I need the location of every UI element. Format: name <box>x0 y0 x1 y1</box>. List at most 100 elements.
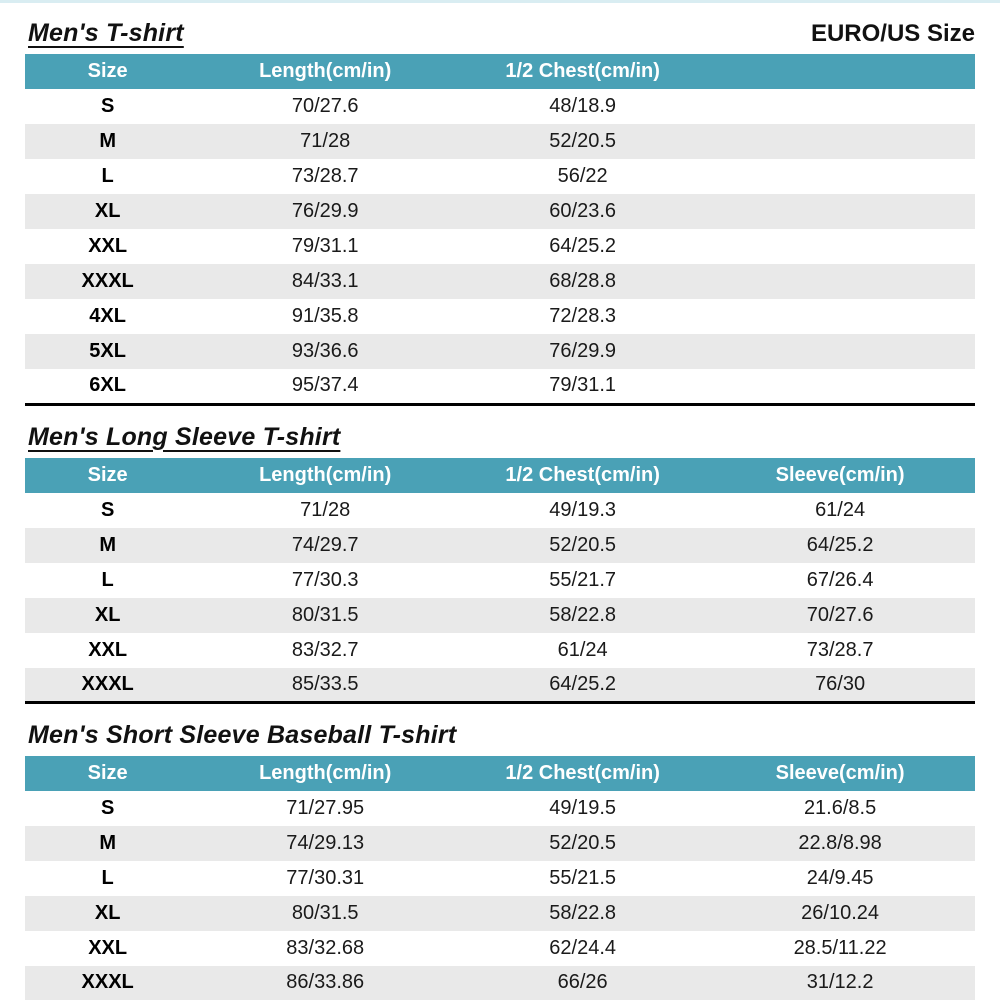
table-cell: XXL <box>88 235 128 257</box>
column-header-chest: 1/2 Chest(cm/in) <box>460 457 706 493</box>
table-cell: 52/20.5 <box>549 130 616 152</box>
size-table-tshirt: Size Length(cm/in) 1/2 Chest(cm/in) S 70/… <box>25 54 975 406</box>
table-cell: 74/29.7 <box>291 533 359 556</box>
table-cell-empty <box>705 264 975 299</box>
size-table-baseball: Size Length(cm/in) 1/2 Chest(cm/in) Slee… <box>25 756 975 1000</box>
table-cell: 66/26 <box>557 971 608 994</box>
table-cell: XL <box>94 603 121 626</box>
table-row: L 73/28.7 56/22 <box>25 159 975 194</box>
table-cell: 56/22 <box>557 165 608 187</box>
table-row: XXXL 85/33.5 64/25.2 76/30 <box>25 667 975 703</box>
column-header-size: Size <box>25 457 191 493</box>
table-cell: 80/31.5 <box>291 902 359 924</box>
table-cell: XL <box>94 200 121 222</box>
table-cell: XXXL <box>81 971 134 994</box>
table-cell: 76/30 <box>815 672 866 695</box>
table-row: 4XL 91/35.8 72/28.3 <box>25 299 975 334</box>
table-cell: 49/19.5 <box>549 797 616 819</box>
table-cell-empty <box>705 229 975 264</box>
table-cell-empty <box>705 124 975 159</box>
table-cell: 52/20.5 <box>549 832 616 854</box>
table-row: XXXL 86/33.86 66/26 31/12.2 <box>25 966 975 1000</box>
column-header-sleeve: Sleeve(cm/in) <box>705 457 975 493</box>
column-header-length: Length(cm/in) <box>190 756 461 791</box>
table-cell: 91/35.8 <box>291 305 359 327</box>
section-header-long-sleeve: Men's Long Sleeve T-shirt <box>25 423 975 452</box>
size-chart-page: Men's T-shirt EURO/US Size Size Length(c… <box>0 3 1000 1000</box>
table-cell: 60/23.6 <box>549 200 616 222</box>
column-header-length: Length(cm/in) <box>190 457 461 493</box>
table-cell: 31/12.2 <box>806 971 874 994</box>
table-header-row: Size Length(cm/in) 1/2 Chest(cm/in) Slee… <box>25 457 975 493</box>
table-cell: S <box>100 498 115 521</box>
table-cell: S <box>100 95 115 117</box>
table-cell: 68/28.8 <box>549 270 616 292</box>
table-cell: 77/30.3 <box>291 568 359 591</box>
table-cell: 93/36.6 <box>291 340 359 362</box>
table-row: S 71/28 49/19.3 61/24 <box>25 493 975 528</box>
table-cell: XL <box>94 902 121 924</box>
table-cell: 21.6/8.5 <box>803 797 877 819</box>
table-cell: XXL <box>88 937 128 959</box>
top-edge-line <box>0 0 1000 3</box>
table-cell: XXXL <box>81 270 134 292</box>
table-row: 6XL 95/37.4 79/31.1 <box>25 369 975 404</box>
table-cell: M <box>99 533 116 556</box>
table-row: S 71/27.95 49/19.5 21.6/8.5 <box>25 791 975 826</box>
table-row: L 77/30.31 55/21.5 24/9.45 <box>25 861 975 896</box>
table-row: M 74/29.13 52/20.5 22.8/8.98 <box>25 826 975 861</box>
column-header-empty <box>705 54 975 89</box>
section-header-tshirt: Men's T-shirt EURO/US Size <box>25 19 975 48</box>
table-header-row: Size Length(cm/in) 1/2 Chest(cm/in) Slee… <box>25 756 975 791</box>
table-cell: 26/10.24 <box>801 902 880 924</box>
table-cell: 76/29.9 <box>291 200 359 222</box>
table-cell: 84/33.1 <box>291 270 359 292</box>
table-cell: 74/29.13 <box>286 832 365 854</box>
table-title-tshirt: Men's T-shirt <box>28 19 184 47</box>
table-title-long-sleeve: Men's Long Sleeve T-shirt <box>28 422 341 451</box>
table-cell: 77/30.31 <box>286 867 365 889</box>
table-row: XXL 79/31.1 64/25.2 <box>25 229 975 264</box>
column-header-sleeve: Sleeve(cm/in) <box>705 756 975 791</box>
table-cell: 6XL <box>89 374 126 397</box>
table-cell: 72/28.3 <box>549 305 616 327</box>
table-cell-empty <box>705 299 975 334</box>
size-standard-label: EURO/US Size <box>810 20 975 47</box>
table-cell: 24/9.45 <box>806 867 874 889</box>
table-cell: 61/24 <box>557 638 608 661</box>
table-cell: 95/37.4 <box>291 374 359 397</box>
table-row: XXXL 84/33.1 68/28.8 <box>25 264 975 299</box>
table-cell: 70/27.6 <box>806 603 874 626</box>
table-cell-empty <box>705 334 975 369</box>
table-cell: 70/27.6 <box>291 95 359 117</box>
table-cell: XXL <box>88 638 128 661</box>
table-cell: 83/32.7 <box>291 638 359 661</box>
table-cell: 61/24 <box>815 498 866 521</box>
table-cell: 64/25.2 <box>549 235 616 257</box>
table-cell: 4XL <box>89 305 126 327</box>
table-cell: 48/18.9 <box>549 95 616 117</box>
table-cell: L <box>101 568 114 591</box>
column-header-length: Length(cm/in) <box>190 54 461 89</box>
table-row: M 74/29.7 52/20.5 64/25.2 <box>25 527 975 563</box>
table-cell: 58/22.8 <box>549 902 616 924</box>
table-cell: 64/25.2 <box>549 672 616 695</box>
table-cell: 71/28 <box>300 130 351 152</box>
table-cell: 5XL <box>89 340 126 362</box>
section-header-baseball: Men's Short Sleeve Baseball T-shirt <box>25 721 975 750</box>
column-header-chest: 1/2 Chest(cm/in) <box>460 54 706 89</box>
table-row: XXL 83/32.7 61/24 73/28.7 <box>25 633 975 668</box>
size-table-long-sleeve: Size Length(cm/in) 1/2 Chest(cm/in) Slee… <box>25 457 975 704</box>
table-cell: 22.8/8.98 <box>798 832 882 854</box>
table-cell: XXXL <box>81 672 134 695</box>
table-cell: 86/33.86 <box>286 971 365 994</box>
table-cell: 67/26.4 <box>806 568 874 591</box>
table-cell: 52/20.5 <box>549 533 616 556</box>
table-cell: 73/28.7 <box>806 638 874 661</box>
table-title-baseball: Men's Short Sleeve Baseball T-shirt <box>28 721 457 749</box>
table-cell: 55/21.7 <box>549 568 616 591</box>
table-cell-empty <box>705 159 975 194</box>
table-row: L 77/30.3 55/21.7 67/26.4 <box>25 563 975 598</box>
table-cell: 71/27.95 <box>286 797 365 819</box>
table-cell: 79/31.1 <box>549 374 616 397</box>
